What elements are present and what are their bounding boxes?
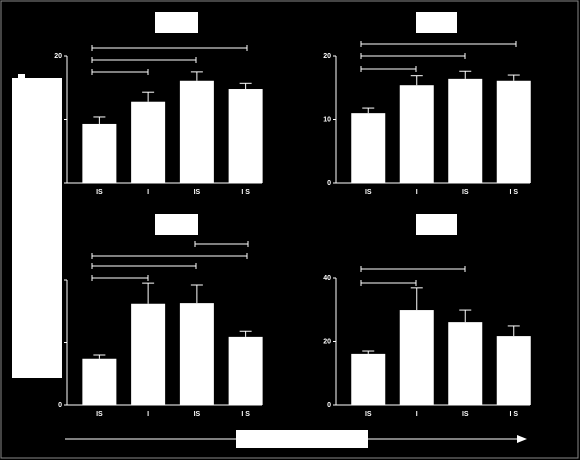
panel-title-box (416, 214, 457, 235)
x-tick-label: I (416, 411, 418, 418)
x-tick-label: IS (194, 189, 201, 196)
error-bar (93, 116, 106, 124)
error-bar (93, 354, 106, 359)
y-tick-label: 0 (58, 180, 62, 187)
x-tick-label: I S (509, 411, 518, 418)
y-tick-label: 0 (327, 402, 331, 409)
x-tick-label: I S (241, 189, 250, 196)
bar (351, 113, 386, 183)
y-tick-label: 10 (323, 116, 331, 123)
y-tick-label: 0 (58, 402, 62, 409)
y-tick-label: 10 (54, 116, 62, 123)
x-tick-label: I (416, 189, 418, 196)
error-bar (507, 325, 520, 337)
x-tick-label: I S (509, 189, 518, 196)
error-bar (362, 107, 375, 114)
bar (131, 303, 166, 405)
error-bar (507, 74, 520, 81)
bar (351, 353, 386, 405)
side-panel-tab (18, 74, 25, 80)
bar (496, 80, 531, 183)
bar (399, 85, 434, 183)
bar (179, 80, 214, 183)
x-tick-label: I (147, 189, 149, 196)
x-tick-label: IS (194, 411, 201, 418)
bar (131, 101, 166, 183)
bar (82, 123, 117, 183)
x-tick-label: IS (96, 189, 103, 196)
y-tick-label: 20 (54, 277, 62, 284)
panel-title-box (416, 12, 457, 33)
error-bar (239, 330, 252, 337)
arrow-head (517, 435, 527, 443)
x-tick-label: IS (365, 189, 372, 196)
error-bar (362, 350, 375, 354)
bar (179, 303, 214, 405)
x-tick-label: IS (462, 189, 469, 196)
error-bar (410, 75, 423, 86)
x-tick-label: I (147, 411, 149, 418)
arrow-label-box (236, 430, 368, 448)
error-bar (459, 309, 472, 323)
bar (82, 358, 117, 405)
bar (496, 336, 531, 405)
side-panel (12, 78, 62, 378)
error-bar (459, 70, 472, 79)
error-bar (410, 287, 423, 311)
error-bar (239, 82, 252, 90)
bar (228, 336, 263, 405)
bar (448, 322, 483, 405)
bar (228, 89, 263, 183)
y-tick-label: 40 (323, 275, 331, 282)
bar (448, 78, 483, 183)
bar (399, 310, 434, 405)
y-tick-label: 20 (54, 53, 62, 60)
error-bar (190, 71, 203, 81)
x-tick-label: IS (96, 411, 103, 418)
panel-title-box (155, 12, 198, 33)
x-tick-label: IS (365, 411, 372, 418)
error-bar (142, 91, 155, 102)
y-tick-label: 20 (323, 53, 331, 60)
y-tick-label: 10 (54, 339, 62, 346)
x-tick-label: I S (241, 411, 250, 418)
error-bar (142, 282, 155, 304)
y-tick-label: 20 (323, 338, 331, 345)
x-tick-label: IS (462, 411, 469, 418)
y-tick-label: 0 (327, 180, 331, 187)
panel-title-box (155, 214, 198, 235)
error-bar (190, 284, 203, 304)
